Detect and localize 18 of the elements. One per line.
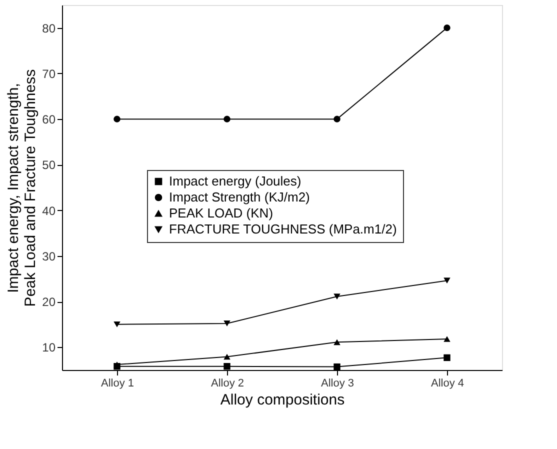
legend-label: Impact energy (Joules): [169, 174, 302, 188]
y-tick-label: 60: [42, 112, 56, 127]
legend-label: FRACTURE TOUGHNESS (MPa.m1/2): [169, 222, 397, 236]
y-tick-label: 40: [42, 204, 56, 218]
y-tick-label: 10: [42, 340, 56, 355]
y-tick-label: 20: [42, 295, 56, 310]
legend-label: Impact Strength (KJ/m2): [169, 190, 310, 204]
legend-label: PEAK LOAD (KN): [169, 206, 274, 220]
y-tick-label: 30: [42, 249, 56, 264]
y-axis-title: Impact energy, Impact strength, Peak Load and Fracture Toughness: [5, 69, 40, 307]
x-axis-title: Alloy compositions: [220, 392, 345, 408]
x-tick-label: Alloy 3: [320, 378, 354, 390]
x-tick-label: Alloy 2: [210, 378, 244, 390]
x-tick-label: Alloy 4: [430, 378, 464, 390]
x-tick-label: Alloy 1: [100, 378, 134, 390]
y-tick-label: 80: [42, 21, 56, 36]
y-tick-label: 70: [42, 66, 56, 81]
y-tick-label: 50: [42, 158, 56, 172]
